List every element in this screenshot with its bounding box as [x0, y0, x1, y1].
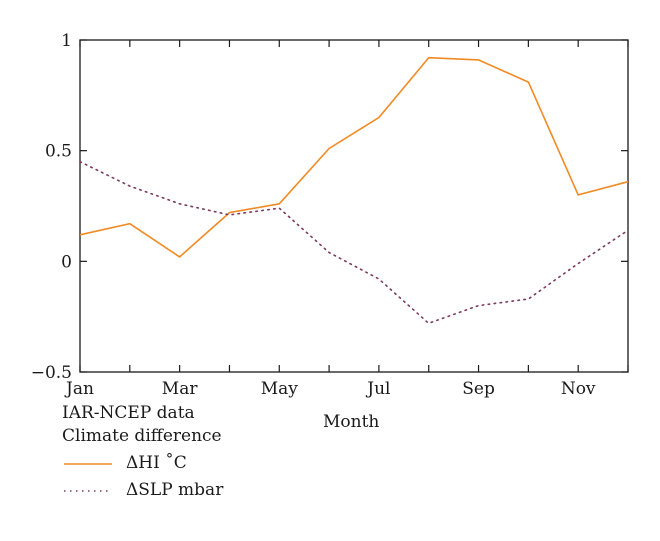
y-tick-label: 1 [61, 31, 72, 51]
x-tick-label: Sep [462, 379, 495, 399]
x-tick-label: May [261, 379, 299, 399]
plot-area [79, 39, 629, 373]
legend-swatch-slp [64, 489, 112, 492]
y-tick-label: 0.5 [45, 142, 72, 162]
series-line-slp [79, 160, 629, 325]
legend-item-slp: ΔSLP mbar [62, 475, 223, 506]
x-axis-label: Month [323, 412, 380, 432]
annotation-description: Climate difference [62, 426, 222, 446]
legend-item-hi: ΔHI ˚C [62, 448, 223, 479]
x-tick-label: Jan [64, 379, 94, 399]
legend-label-hi: ΔHI ˚C [126, 453, 187, 473]
legend: IAR-NCEP data Climate difference ΔHI ˚C … [62, 402, 223, 506]
y-tick-label: 0 [61, 252, 72, 272]
series-layer [79, 56, 629, 325]
x-tick-label: Jul [365, 379, 390, 399]
series-line-hi [79, 56, 629, 258]
annotation-source: IAR-NCEP data [62, 403, 195, 423]
x-tick-label: Mar [162, 379, 199, 399]
x-tick-label: Nov [561, 379, 596, 399]
legend-label-slp: ΔSLP mbar [126, 480, 224, 500]
legend-swatch-hi [64, 462, 112, 465]
x-axis: Jan Mar May Jul Sep Nov [64, 40, 629, 399]
y-axis: 1 0.5 0 −0.5 [31, 31, 628, 383]
y-tick-label: −0.5 [31, 363, 72, 383]
